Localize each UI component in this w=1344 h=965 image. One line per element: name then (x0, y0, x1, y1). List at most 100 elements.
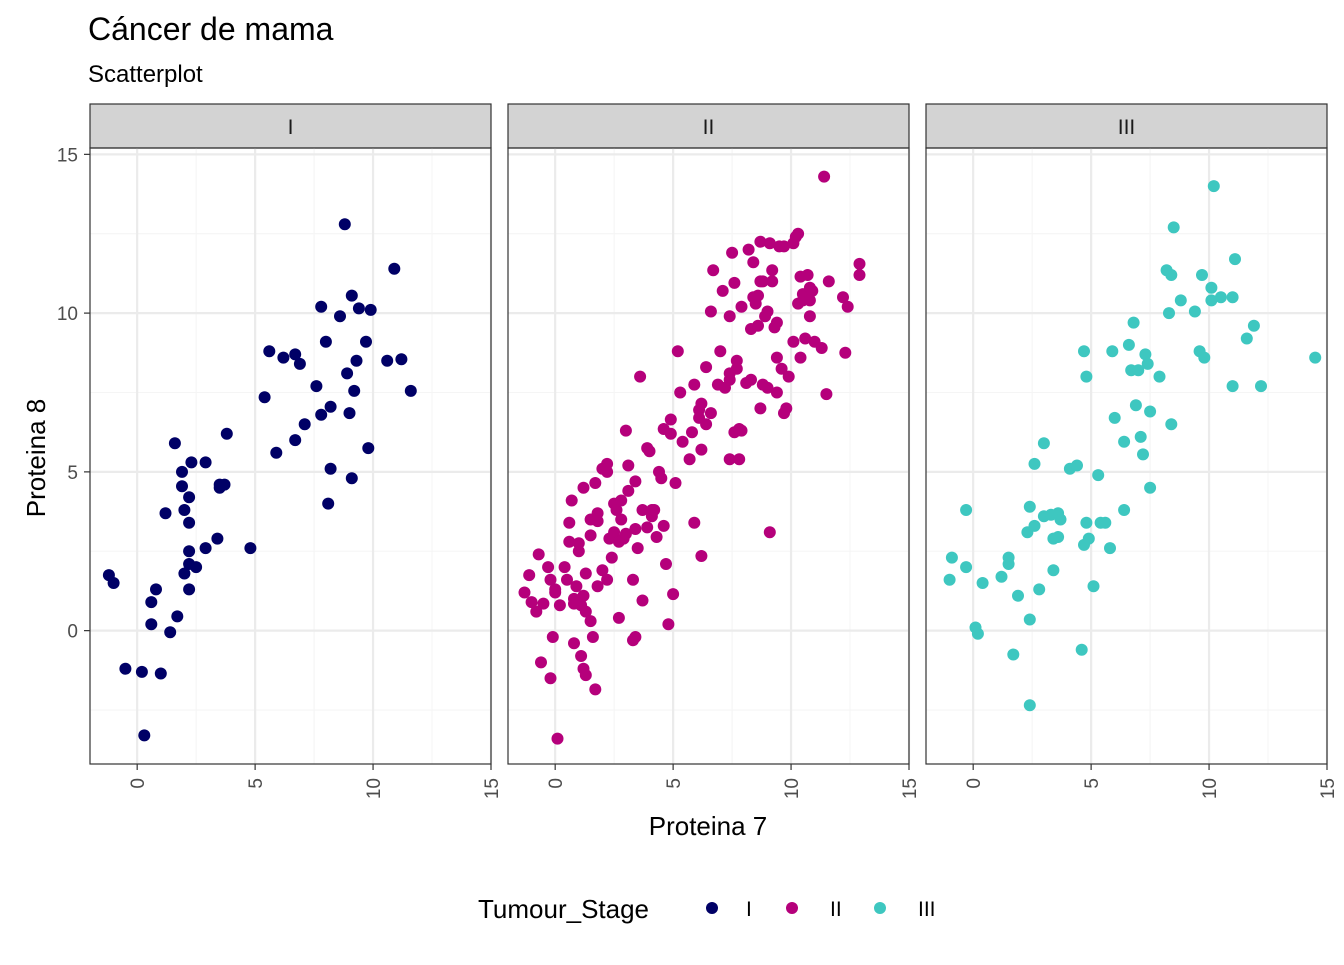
data-point (943, 573, 956, 586)
data-point (650, 531, 663, 543)
data-point (1054, 513, 1067, 526)
data-point (728, 276, 741, 289)
data-point (343, 407, 356, 420)
data-point (686, 426, 698, 439)
data-point (549, 586, 562, 599)
data-point (1165, 418, 1178, 431)
data-point (671, 345, 684, 358)
data-point (164, 626, 177, 639)
data-point (220, 427, 233, 440)
panel-border (507, 147, 910, 765)
data-point (1028, 519, 1041, 532)
legend-entry-I: I (706, 898, 752, 921)
data-point (735, 300, 748, 313)
legend-entry-III: III (874, 898, 936, 921)
x-tick-label: 10 (1200, 778, 1221, 799)
x-tick-label: 5 (664, 778, 685, 789)
data-point (627, 573, 639, 586)
data-point (244, 542, 257, 555)
data-point (324, 400, 337, 413)
data-point (799, 332, 812, 345)
data-point (341, 367, 354, 380)
data-point (563, 516, 576, 529)
data-point (976, 577, 989, 589)
legend-label-I: I (746, 898, 752, 921)
data-point (352, 302, 365, 315)
data-point (159, 507, 172, 520)
data-point (542, 561, 555, 574)
data-point (655, 472, 668, 485)
data-point (733, 453, 746, 466)
data-point (1247, 319, 1260, 332)
data-point (716, 284, 729, 297)
data-point (293, 357, 306, 370)
data-point (822, 275, 835, 288)
data-point (263, 345, 276, 358)
data-point (107, 577, 120, 589)
data-point (575, 650, 588, 662)
data-point (763, 237, 776, 250)
data-point (171, 610, 184, 623)
x-tick-label: 10 (364, 778, 385, 799)
y-tick-label: 10 (57, 304, 78, 325)
legend-label-III: III (918, 898, 936, 921)
data-point (1163, 307, 1175, 320)
data-point (780, 402, 793, 415)
x-tick-label: 15 (1318, 778, 1339, 799)
data-point (532, 548, 545, 561)
data-point (770, 351, 783, 364)
data-point (704, 407, 717, 420)
data-point (778, 240, 790, 253)
data-point (1132, 364, 1145, 377)
data-point (1165, 269, 1178, 281)
data-point (631, 542, 644, 555)
data-point (1188, 305, 1201, 318)
data-point (766, 264, 779, 277)
data-point (619, 424, 632, 437)
data-point (270, 446, 283, 459)
data-point (298, 418, 311, 431)
data-point (801, 269, 814, 281)
x-tick-label: 5 (1082, 778, 1103, 789)
data-point (199, 542, 212, 555)
data-point (334, 310, 346, 323)
data-point (119, 662, 132, 675)
data-point (591, 515, 604, 528)
data-point (199, 456, 212, 469)
data-point (820, 388, 833, 401)
data-point (995, 570, 1008, 583)
data-point (601, 573, 614, 586)
data-point (525, 596, 538, 609)
data-point (662, 618, 675, 631)
data-point (763, 526, 776, 539)
data-point (770, 386, 783, 399)
data-point (619, 527, 632, 540)
data-point (570, 580, 583, 593)
data-point (577, 481, 590, 494)
data-point (568, 637, 580, 650)
data-point (345, 472, 358, 485)
data-point (1139, 348, 1152, 361)
data-point (667, 588, 680, 601)
data-point (1080, 516, 1093, 529)
x-tick-label: 0 (546, 778, 567, 789)
data-point (806, 284, 819, 297)
data-point (319, 335, 332, 348)
data-point (1078, 345, 1090, 358)
data-point (1255, 380, 1267, 393)
data-point (572, 545, 585, 558)
data-point (1144, 405, 1157, 418)
data-point (726, 246, 739, 259)
data-point (688, 516, 701, 529)
data-point (558, 561, 571, 574)
data-point (841, 300, 854, 313)
data-point (1012, 589, 1024, 602)
x-tick-label: 5 (246, 778, 267, 789)
data-point (674, 386, 687, 399)
data-point (404, 384, 417, 397)
data-point (190, 561, 203, 574)
data-point (1226, 291, 1239, 304)
data-point (544, 573, 557, 586)
data-point (700, 361, 713, 374)
panel-border (89, 147, 492, 765)
